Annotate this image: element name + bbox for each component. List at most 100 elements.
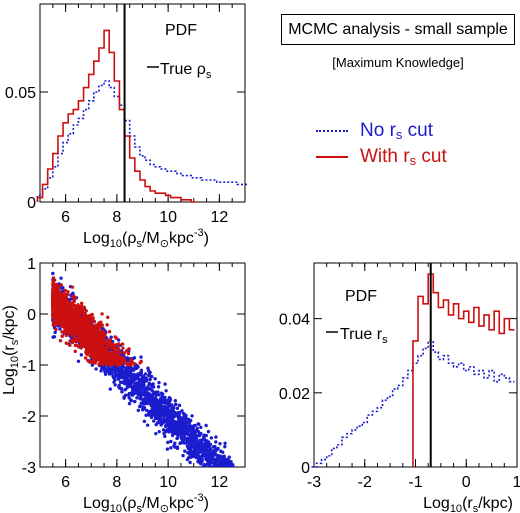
- scatter-point: [208, 469, 211, 472]
- scatter-point: [222, 456, 227, 461]
- scatter-point: [114, 343, 118, 347]
- x-tick-label: 10: [159, 209, 177, 226]
- scatter-point: [145, 377, 149, 381]
- y-tick-label: -1: [22, 358, 36, 375]
- scatter-point: [242, 499, 245, 502]
- scatter-point: [69, 331, 73, 336]
- scatter-point: [90, 353, 94, 357]
- scatter-point: [58, 317, 62, 321]
- scatter-point: [73, 343, 78, 348]
- scatter-point: [240, 475, 243, 478]
- scatter-point: [161, 418, 165, 423]
- scatter-point: [124, 349, 129, 353]
- scatter-point: [132, 372, 136, 377]
- scatter-point: [106, 340, 111, 344]
- scatter-point: [206, 440, 210, 445]
- scatter-point: [167, 429, 171, 433]
- scatter-point: [76, 339, 80, 344]
- scatter-point: [228, 488, 231, 491]
- scatter-point: [223, 445, 227, 449]
- scatter-point: [76, 312, 81, 316]
- scatter-point: [157, 417, 162, 422]
- scatter-point: [54, 327, 58, 332]
- scatter-point: [242, 468, 245, 471]
- scatter-point: [239, 489, 242, 492]
- y-tick-label: 0: [27, 195, 36, 212]
- scatter-point: [228, 481, 231, 484]
- scatter-point: [152, 404, 157, 408]
- scatter-point: [208, 447, 213, 451]
- scatter-point: [237, 487, 240, 490]
- scatter-point: [188, 437, 193, 442]
- scatter-point: [238, 474, 241, 477]
- scatter-point: [150, 406, 154, 411]
- scatter-point: [170, 412, 174, 417]
- scatter-point: [241, 486, 244, 489]
- scatter-point: [166, 411, 170, 416]
- scatter-point: [166, 420, 170, 424]
- scatter-point: [232, 478, 235, 481]
- scatter-point: [202, 437, 206, 442]
- scatter-point: [229, 476, 232, 479]
- scatter-point: [65, 318, 70, 323]
- scatter-point: [132, 356, 137, 360]
- scatter-point: [223, 441, 227, 446]
- scatter-point: [238, 473, 241, 476]
- scatter-point: [179, 433, 183, 438]
- scatter-point: [51, 308, 55, 312]
- scatter-point: [97, 356, 102, 360]
- scatter-point: [236, 484, 239, 487]
- scatter-point: [232, 479, 235, 482]
- scatter-point: [234, 486, 237, 489]
- scatter-point: [51, 294, 55, 298]
- scatter-point: [108, 387, 112, 391]
- scatter-point: [171, 405, 176, 409]
- scatter-point: [55, 322, 59, 327]
- scatter-point: [232, 475, 235, 478]
- scatter-point: [118, 351, 122, 355]
- scatter-point: [238, 479, 241, 482]
- scatter-point: [161, 428, 166, 432]
- scatter-point: [238, 475, 241, 478]
- scatter-point: [117, 385, 121, 389]
- scatter-point: [206, 429, 211, 434]
- scatter-point: [63, 309, 67, 314]
- scatter-point: [159, 408, 163, 413]
- scatter-point: [148, 409, 152, 414]
- scatter-point: [99, 322, 103, 326]
- scatter-point: [227, 455, 231, 459]
- scatter-point: [229, 502, 232, 505]
- true-label: True rs: [340, 326, 388, 346]
- scatter-point: [235, 475, 238, 478]
- scatter-point: [184, 426, 188, 430]
- scatter-point: [226, 501, 229, 504]
- scatter-point: [214, 440, 218, 444]
- scatter-point: [197, 422, 201, 426]
- scatter-point: [236, 483, 239, 486]
- scatter-point: [72, 297, 76, 302]
- scatter-point: [239, 490, 242, 493]
- scatter-point: [93, 361, 98, 365]
- scatter-point: [182, 417, 186, 421]
- scatter-point: [235, 474, 238, 477]
- scatter-point: [236, 477, 239, 480]
- scatter-point: [154, 408, 159, 412]
- scatter-point: [230, 484, 233, 487]
- scatter-point: [119, 386, 124, 391]
- scatter-point: [149, 415, 154, 420]
- scatter-point: [228, 470, 231, 473]
- scatter-point: [119, 361, 123, 366]
- scatter-point: [101, 337, 105, 342]
- scatter-point: [160, 413, 164, 417]
- scatter-point: [233, 471, 236, 474]
- scatter-point: [231, 497, 234, 500]
- scatter-point: [129, 366, 133, 371]
- scatter-point: [213, 457, 217, 462]
- scatter-point: [230, 495, 233, 498]
- scatter-point: [235, 498, 238, 501]
- scatter-point: [229, 477, 232, 480]
- scatter-point: [106, 315, 110, 320]
- scatter-point: [68, 322, 72, 326]
- scatter-point: [239, 491, 242, 494]
- scatter-point: [151, 382, 155, 386]
